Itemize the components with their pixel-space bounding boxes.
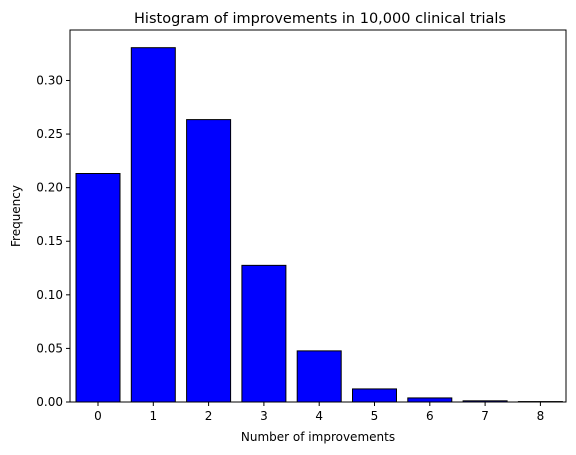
x-tick-label-2: 2 xyxy=(205,409,213,423)
bar-1 xyxy=(130,47,176,403)
y-axis-label: Frequency xyxy=(9,185,23,247)
bar-3 xyxy=(241,264,287,403)
y-tick-label-3: 0.15 xyxy=(36,234,63,248)
x-tick-label-6: 6 xyxy=(426,409,434,423)
chart-title: Histogram of improvements in 10,000 clin… xyxy=(134,11,506,27)
y-tick-label-4: 0.20 xyxy=(36,181,63,195)
y-tick-label-6: 0.30 xyxy=(36,73,63,87)
plot-frame xyxy=(69,29,567,403)
x-tick-label-4: 4 xyxy=(315,409,323,423)
x-tick-label-5: 5 xyxy=(371,409,379,423)
bar-0 xyxy=(75,173,121,403)
x-axis: 0 1 2 3 4 5 6 7 8 xyxy=(94,402,544,423)
x-tick-label-8: 8 xyxy=(537,409,545,423)
y-axis: 0.00 0.05 0.10 0.15 0.20 0.25 0.30 xyxy=(36,73,70,409)
bar-6 xyxy=(407,397,453,403)
x-axis-label: Number of improvements xyxy=(241,430,395,444)
x-tick-label-1: 1 xyxy=(149,409,157,423)
bar-5 xyxy=(352,388,397,403)
bars-group xyxy=(75,47,563,403)
y-tick-label-5: 0.25 xyxy=(36,127,63,141)
x-tick-label-7: 7 xyxy=(481,409,489,423)
x-tick-label-3: 3 xyxy=(260,409,268,423)
bar-4 xyxy=(296,350,342,403)
y-tick-label-0: 0.00 xyxy=(36,395,63,409)
y-tick-label-2: 0.10 xyxy=(36,288,63,302)
x-tick-label-0: 0 xyxy=(94,409,102,423)
bar-2 xyxy=(186,119,232,403)
y-tick-label-1: 0.05 xyxy=(36,341,63,355)
